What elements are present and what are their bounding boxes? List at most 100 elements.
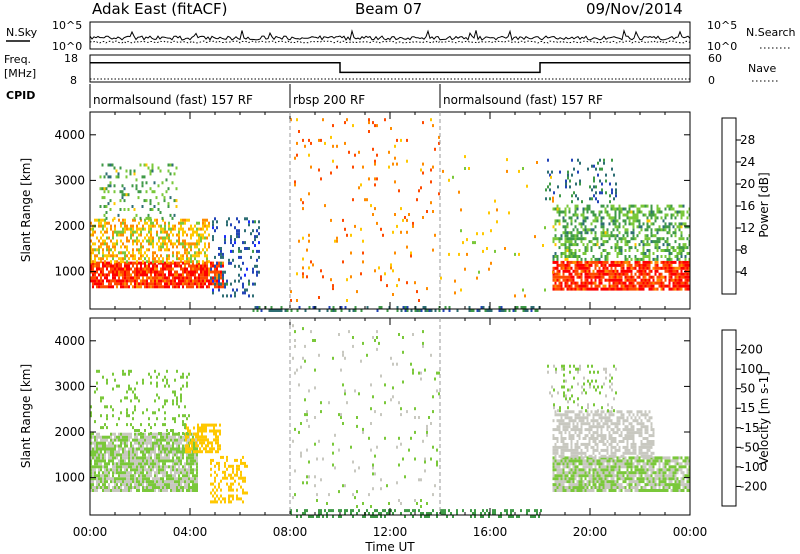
data-cell [682,222,685,226]
data-cell [578,489,581,492]
data-cell [120,245,122,249]
data-cell [410,254,412,258]
data-cell [118,477,120,481]
data-cell [584,474,587,478]
data-cell [586,216,589,220]
data-cell [624,240,627,244]
data-cell [212,235,214,239]
data-cell [596,257,599,261]
data-cell [156,393,158,397]
data-cell [626,275,629,279]
data-cell [150,435,152,439]
data-cell [654,228,657,232]
data-cell [326,502,328,505]
data-cell [654,257,657,261]
data-cell [678,252,681,255]
data-cell [176,489,178,492]
data-cell [132,456,134,460]
data-cell [580,462,583,466]
data-cell [118,444,120,448]
data-cell [144,264,146,268]
data-cell [124,489,126,492]
data-cell [680,281,683,285]
data-cell [172,450,174,454]
data-cell [216,267,218,271]
data-cell [202,233,204,237]
data-cell [616,260,619,264]
data-cell [178,432,180,435]
data-cell [130,489,132,492]
data-cell [108,483,110,487]
data-cell [136,381,138,385]
data-cell [554,480,557,484]
data-cell [504,509,506,513]
data-cell [648,219,651,223]
data-cell [168,441,170,445]
data-cell [130,441,132,445]
data-cell [196,221,198,225]
data-cell [362,502,364,505]
data-cell [228,500,230,504]
data-cell [94,447,96,451]
data-cell [154,257,156,261]
data-cell [612,269,615,273]
data-cell [402,457,404,461]
data-cell [176,239,178,243]
data-cell [588,474,591,478]
cpid-mode-label: normalsound (fast) 157 RF [443,93,603,107]
data-cell [198,267,200,271]
data-cell [568,249,571,252]
data-cell [600,219,603,223]
data-cell [434,233,436,237]
data-cell [638,272,641,276]
data-cell [606,228,609,232]
data-cell [144,480,146,484]
data-cell [90,221,92,225]
data-cell [230,235,232,239]
data-cell [102,267,104,271]
data-cell [197,435,199,439]
data-cell [606,480,609,484]
data-cell [94,218,96,222]
data-cell [124,465,126,469]
data-cell [576,474,579,478]
data-cell [174,224,176,228]
data-cell [280,309,283,312]
data-cell [152,236,154,240]
data-cell [146,282,148,286]
data-cell [605,173,607,177]
data-cell [508,515,510,518]
data-cell [486,309,489,312]
data-cell [552,257,555,261]
data-cell [156,260,158,264]
data-cell [368,512,370,515]
data-cell [172,489,174,492]
data-cell [634,216,637,220]
data-cell [170,435,172,439]
data-cell [126,279,128,283]
data-cell [320,269,322,273]
data-cell [380,306,383,309]
data-cell [150,230,152,234]
data-cell [604,210,607,214]
data-cell [194,242,196,246]
data-cell [194,453,196,457]
data-cell [582,281,585,285]
data-cell [140,261,142,265]
data-cell [133,208,136,211]
data-cell [570,471,573,475]
data-cell [572,255,575,258]
data-cell [362,260,364,264]
data-cell [581,200,583,204]
data-cell [664,216,667,220]
data-cell [400,413,402,417]
data-cell [658,237,661,241]
data-cell [172,486,174,489]
data-cell [558,269,561,273]
data-cell [610,275,613,279]
data-cell [136,276,138,280]
data-cell [218,282,220,286]
data-cell [128,384,130,388]
data-cell [180,257,182,261]
data-cell [612,486,615,489]
